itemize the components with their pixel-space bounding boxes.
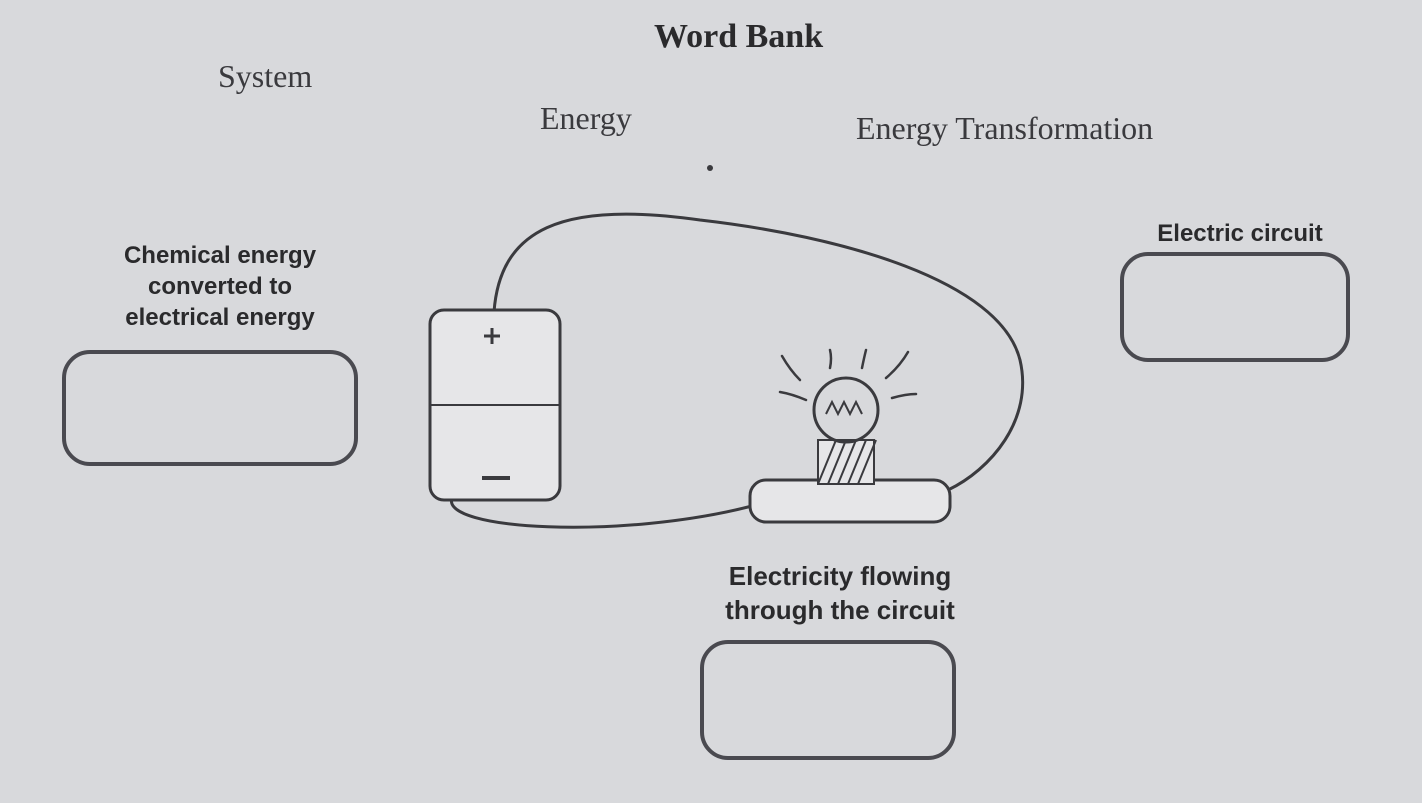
circuit-diagram xyxy=(0,0,1422,803)
